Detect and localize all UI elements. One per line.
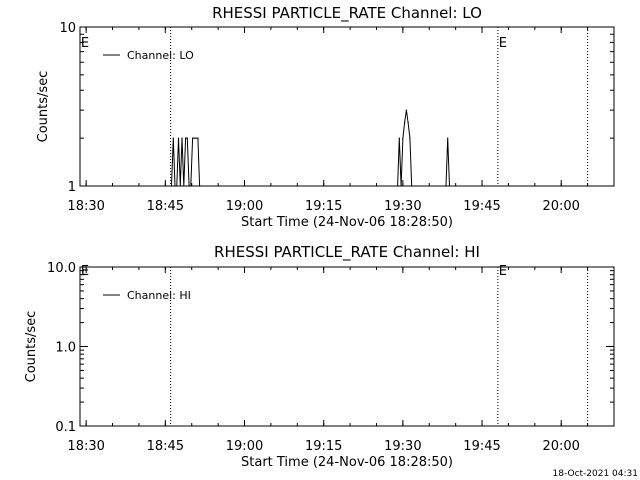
data-point — [170, 185, 173, 187]
data-point — [188, 185, 190, 187]
data-point — [186, 137, 188, 139]
chart-panel-lo: RHESSI PARTICLE_RATE Channel: LO 18:30 18:… — [36, 4, 615, 230]
chart-panel-hi: RHESSI PARTICLE_RATE Channel: HI 18:30 18:… — [24, 243, 615, 470]
event-label: E — [81, 264, 89, 279]
x-tick-label: 19:45 — [463, 199, 500, 214]
x-tick-label: 19:00 — [226, 199, 263, 214]
data-point — [190, 185, 192, 187]
x-axis-label: Start Time (24-Nov-06 18:28:50) — [241, 215, 453, 230]
data-point — [181, 137, 183, 139]
data-point — [400, 185, 402, 187]
event-label: E — [499, 264, 507, 279]
x-tick-label: 18:30 — [67, 439, 104, 454]
y-tick-label: 10 — [59, 21, 76, 36]
data-point — [405, 109, 407, 111]
legend-label: Channel: HI — [127, 289, 191, 302]
x-tick-label: 19:45 — [463, 439, 500, 454]
data-point — [172, 137, 174, 139]
x-tick-label: 19:15 — [305, 199, 342, 214]
data-point — [448, 185, 451, 187]
data-point — [176, 185, 178, 187]
x-axis-label: Start Time (24-Nov-06 18:28:50) — [241, 455, 453, 470]
data-point — [197, 137, 199, 139]
legend-label: Channel: LO — [127, 49, 194, 62]
event-label: E — [499, 36, 507, 51]
data-point — [396, 185, 399, 187]
x-tick-label: 20:00 — [542, 199, 579, 214]
x-tick-label: 18:45 — [147, 439, 184, 454]
data-point — [409, 137, 411, 139]
timestamp-label: 18-Oct-2021 04:31 — [553, 469, 638, 479]
y-tick-label: 0.1 — [55, 420, 76, 435]
data-point — [445, 185, 447, 187]
x-tick-label: 19:30 — [384, 199, 421, 214]
event-label: E — [81, 36, 89, 51]
data-point — [447, 137, 449, 139]
data-point — [179, 185, 181, 187]
y-tick-label: 1.0 — [55, 341, 76, 356]
data-point — [398, 137, 400, 139]
data-point — [404, 122, 406, 124]
plot-frame — [79, 26, 615, 187]
y-axis-label: Counts/sec — [36, 71, 51, 143]
data-point — [193, 137, 195, 139]
data-point — [192, 137, 194, 139]
data-point — [407, 122, 409, 124]
data-point — [177, 137, 180, 139]
x-tick-label: 18:30 — [67, 199, 104, 214]
x-tick-label: 18:45 — [147, 199, 184, 214]
x-tick-label: 19:15 — [305, 439, 342, 454]
chart-title: RHESSI PARTICLE_RATE Channel: HI — [214, 243, 480, 262]
y-tick-label: 1 — [68, 180, 76, 195]
data-point — [402, 137, 404, 139]
x-tick-label: 19:00 — [226, 439, 263, 454]
x-tick-label: 19:30 — [384, 439, 421, 454]
data-point — [195, 137, 197, 139]
series-line-lo — [171, 110, 450, 187]
data-point — [174, 185, 176, 187]
chart-title: RHESSI PARTICLE_RATE Channel: LO — [212, 4, 482, 23]
y-axis-label: Counts/sec — [24, 311, 39, 383]
data-point — [199, 185, 201, 187]
x-tick-label: 20:00 — [542, 439, 579, 454]
data-point — [183, 185, 185, 187]
data-point — [184, 137, 187, 139]
data-point — [411, 185, 413, 187]
y-tick-label: 10.0 — [47, 261, 76, 276]
